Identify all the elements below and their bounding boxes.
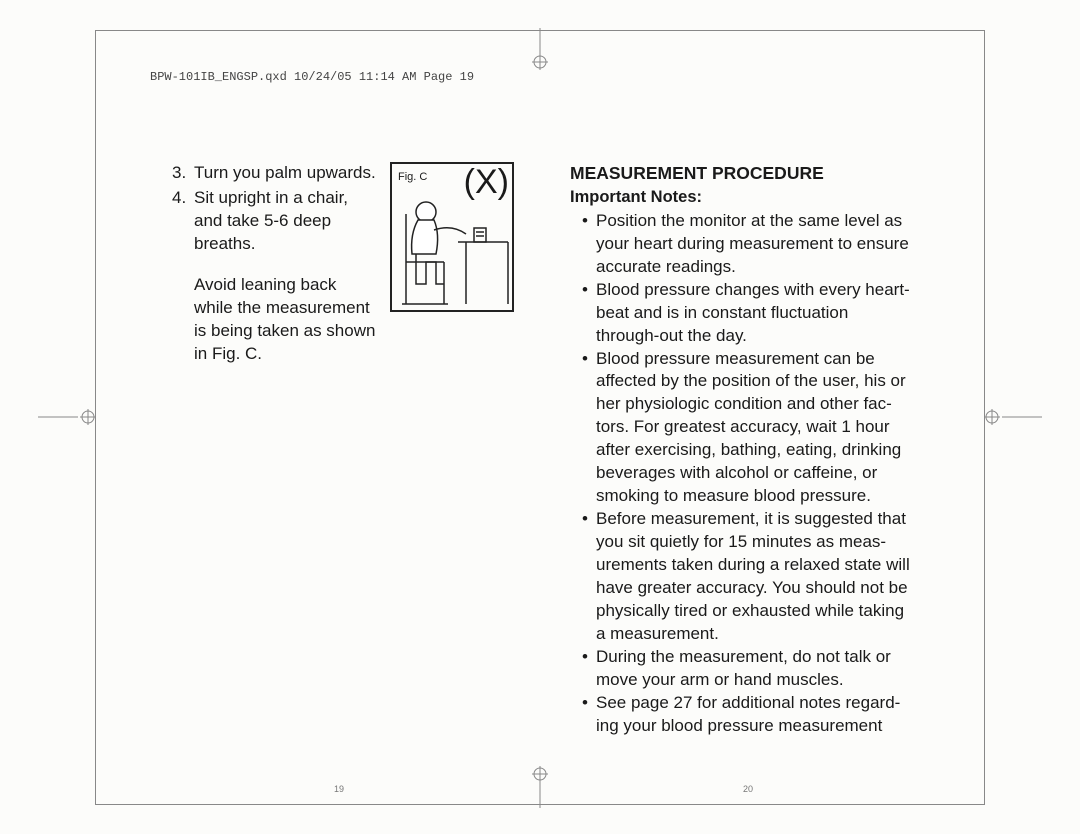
crop-mark-right — [982, 404, 1042, 430]
bullet-text: Blood pressure measurement can be affect… — [596, 348, 912, 509]
page-number-left: 19 — [334, 784, 344, 794]
figure-c: Fig. C (X) — [390, 162, 514, 312]
list-number: 3. — [172, 162, 194, 185]
paragraph: Avoid leaning back while the measurement… — [194, 274, 376, 366]
crop-mark-bottom — [527, 766, 553, 808]
left-text-block: 3. Turn you palm upwards. 4. Sit upright… — [172, 162, 376, 366]
list-item: •Before measurement, it is suggested tha… — [582, 508, 912, 646]
slug-line: BPW-101IB_ENGSP.qxd 10/24/05 11:14 AM Pa… — [150, 70, 474, 84]
list-text: Sit upright in a chair, and take 5-6 dee… — [194, 187, 376, 256]
section-subheading: Important Notes: — [570, 186, 912, 208]
section-heading: MEASUREMENT PROCEDURE — [570, 162, 912, 186]
list-item: •See page 27 for additional notes regard… — [582, 692, 912, 738]
list-item: •During the measurement, do not talk or … — [582, 646, 912, 692]
bullet-text: Blood pressure changes with every heart-… — [596, 279, 912, 348]
list-item: •Blood pressure changes with every heart… — [582, 279, 912, 348]
crop-mark-left — [38, 404, 98, 430]
bullet-list: •Position the monitor at the same level … — [582, 210, 912, 738]
left-column: 3. Turn you palm upwards. 4. Sit upright… — [172, 162, 514, 737]
content-columns: 3. Turn you palm upwards. 4. Sit upright… — [172, 162, 912, 737]
bullet-text: See page 27 for additional notes regard-… — [596, 692, 912, 738]
bullet-text: Before measurement, it is suggested that… — [596, 508, 912, 646]
figure-label: Fig. C — [398, 170, 427, 185]
list-number: 4. — [172, 187, 194, 256]
figure-illustration — [396, 194, 512, 310]
bullet-text: During the measurement, do not talk or m… — [596, 646, 912, 692]
crop-mark-top — [527, 28, 553, 70]
page-number-right: 20 — [743, 784, 753, 794]
list-item: 4. Sit upright in a chair, and take 5-6 … — [172, 187, 376, 256]
list-item: •Blood pressure measurement can be affec… — [582, 348, 912, 509]
bullet-text: Position the monitor at the same level a… — [596, 210, 912, 279]
right-column: MEASUREMENT PROCEDURE Important Notes: •… — [570, 162, 912, 737]
list-item: •Position the monitor at the same level … — [582, 210, 912, 279]
list-item: 3. Turn you palm upwards. — [172, 162, 376, 185]
list-text: Turn you palm upwards. — [194, 162, 376, 185]
